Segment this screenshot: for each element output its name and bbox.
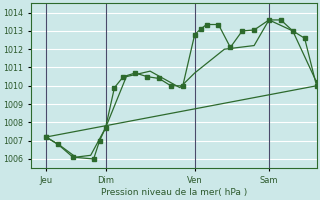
X-axis label: Pression niveau de la mer( hPa ): Pression niveau de la mer( hPa )	[101, 188, 247, 197]
